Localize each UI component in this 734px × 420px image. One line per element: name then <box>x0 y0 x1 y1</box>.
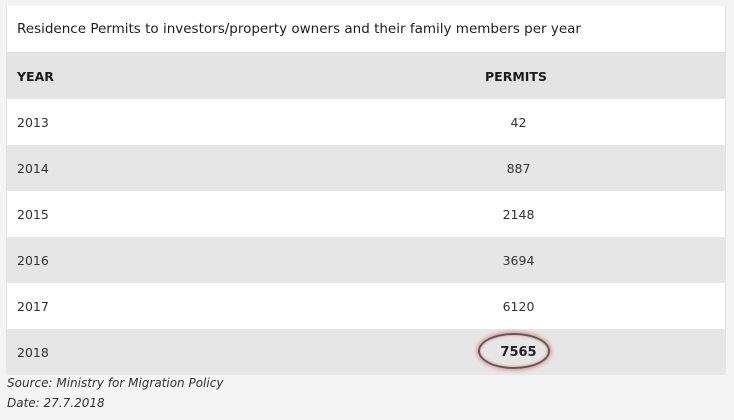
table-row: 2016 3694 <box>7 237 725 283</box>
table-row: 2013 42 <box>7 99 725 145</box>
cell-year: 2017 <box>17 298 49 314</box>
cell-year: 2018 <box>17 344 49 360</box>
header-permits: PERMITS <box>485 68 547 84</box>
cell-year: 2015 <box>17 206 49 222</box>
table-title: Residence Permits to investors/property … <box>7 6 725 53</box>
table-row: 2014 887 <box>7 145 725 191</box>
cell-permits: 42 <box>510 114 527 130</box>
cell-permits: 6120 <box>502 298 535 314</box>
source-note: Source: Ministry for Migration Policy <box>7 376 224 390</box>
cell-year: 2013 <box>17 114 49 130</box>
cell-permits-highlighted: 7565 <box>307 333 725 369</box>
table-row: 2017 6120 <box>7 283 725 329</box>
cell-year: 2014 <box>17 160 49 176</box>
table-row: 2018 7565 <box>7 329 725 375</box>
cell-year: 2016 <box>17 252 49 268</box>
permits-table: Residence Permits to investors/property … <box>6 6 726 375</box>
cell-permits: 3694 <box>502 252 535 268</box>
header-year: YEAR <box>17 68 54 84</box>
table-row: 2015 2148 <box>7 191 725 237</box>
cell-permits: 887 <box>506 160 531 176</box>
date-note: Date: 27.7.2018 <box>7 396 105 410</box>
cell-permits: 2148 <box>502 206 535 222</box>
highlight-ellipse <box>478 333 551 369</box>
highlighted-value: 7565 <box>478 333 551 369</box>
table-header-row: YEAR PERMITS <box>7 53 725 99</box>
